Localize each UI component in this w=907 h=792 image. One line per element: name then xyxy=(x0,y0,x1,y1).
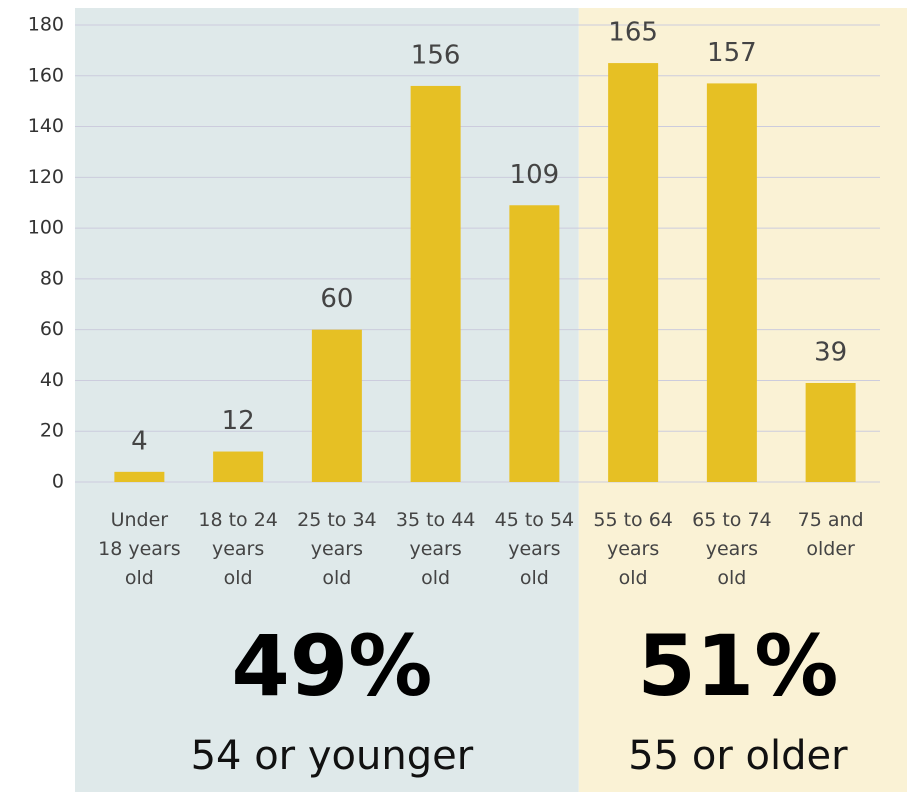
x-tick-label: 25 to 34 years old xyxy=(297,509,377,589)
bar xyxy=(311,329,362,482)
value-label: 156 xyxy=(411,40,461,70)
y-tick-label: 40 xyxy=(40,369,64,391)
annotation-value: 49% xyxy=(231,617,432,715)
bar xyxy=(114,471,165,482)
y-tick-label: 60 xyxy=(40,318,64,340)
y-tick-label: 0 xyxy=(52,471,64,493)
bar xyxy=(805,382,856,482)
bar xyxy=(608,63,659,482)
value-label: 109 xyxy=(510,160,560,190)
x-tick-label: 18 to 24 years old xyxy=(198,509,278,589)
bar xyxy=(509,205,560,482)
value-label: 165 xyxy=(608,18,658,48)
x-tick-label: 35 to 44 years old xyxy=(396,509,476,589)
y-tick-label: 100 xyxy=(28,217,64,239)
x-tick-label: Under 18 years old xyxy=(98,509,181,589)
value-label: 39 xyxy=(814,337,847,367)
annotation-label: 55 or older xyxy=(628,733,848,779)
x-tick-label: 75 and older xyxy=(798,509,864,560)
y-tick-label: 20 xyxy=(40,420,64,442)
y-tick-label: 80 xyxy=(40,267,64,289)
y-tick-label: 160 xyxy=(28,64,64,86)
annotation-label: 54 or younger xyxy=(191,733,474,779)
value-label: 60 xyxy=(320,284,353,314)
y-tick-label: 140 xyxy=(28,115,64,137)
value-label: 4 xyxy=(131,426,148,456)
value-label: 12 xyxy=(222,406,255,436)
annotation-value: 51% xyxy=(637,617,838,715)
x-tick-label: 55 to 64 years old xyxy=(593,509,673,589)
y-tick-label: 120 xyxy=(28,166,64,188)
bar xyxy=(706,83,757,483)
value-label: 157 xyxy=(707,38,757,68)
bar xyxy=(410,85,461,482)
x-tick-label: 65 to 74 years old xyxy=(692,509,772,589)
bar xyxy=(213,451,264,482)
y-tick-label: 180 xyxy=(28,14,64,36)
x-tick-label: 45 to 54 years old xyxy=(495,509,575,589)
